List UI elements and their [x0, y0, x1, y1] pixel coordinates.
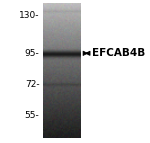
Text: 72-: 72-	[25, 80, 39, 89]
Text: EFCAB4B: EFCAB4B	[92, 48, 146, 58]
Text: 130-: 130-	[19, 11, 39, 20]
Text: 95-: 95-	[25, 49, 39, 58]
Text: 55-: 55-	[25, 111, 39, 120]
